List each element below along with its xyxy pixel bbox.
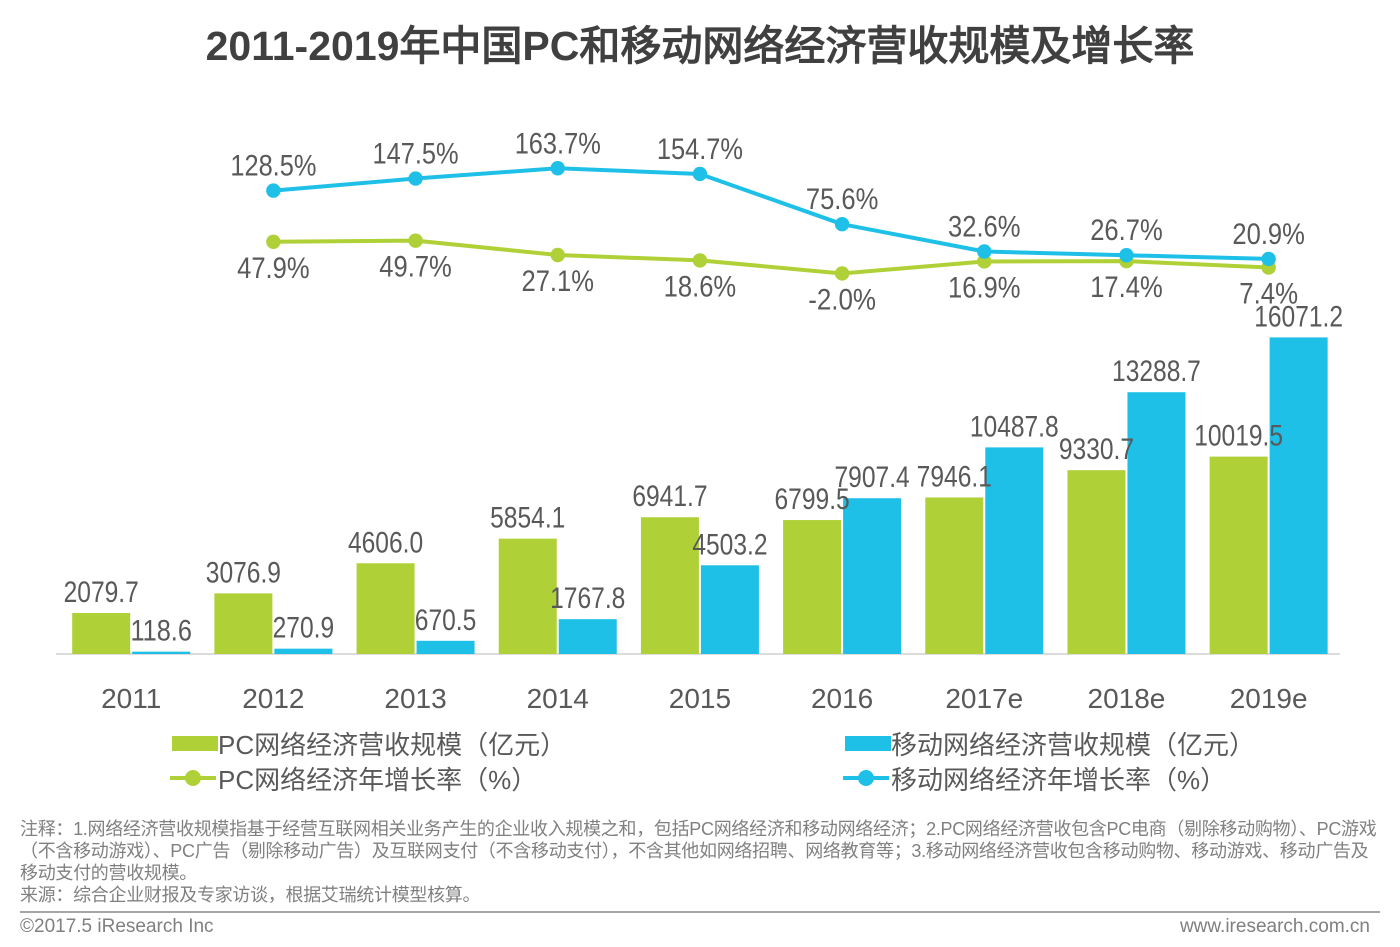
annotation-text: 注释：1.网络经济营收规模指基于经营互联网相关业务产生的企业收入规模之和，包括P… xyxy=(20,819,1377,883)
data-point-pc-2016 xyxy=(834,266,850,281)
growth-value-label: 7.4% xyxy=(1239,278,1298,311)
bar-pc-2011 xyxy=(72,613,131,654)
growth-value-label: 163.7% xyxy=(515,127,601,160)
bar-mobile-2016 xyxy=(843,498,902,654)
bar-value-label: 6799.5 xyxy=(775,483,850,516)
growth-value-label: 147.5% xyxy=(373,138,459,171)
bar-value-label: 6941.7 xyxy=(632,480,707,513)
growth-value-label: 154.7% xyxy=(657,133,743,166)
legend-label-pc-revenue: PC网络经济营收规模（亿元） xyxy=(218,729,567,760)
bar-mobile-2014 xyxy=(558,619,617,654)
x-axis-label-2012: 2012 xyxy=(242,683,304,714)
bar-mobile-2015 xyxy=(700,565,759,654)
bar-value-label: 13288.7 xyxy=(1112,355,1201,388)
growth-value-label: 75.6% xyxy=(806,183,879,216)
data-point-pc-2012 xyxy=(266,234,281,249)
data-point-mobile-2016 xyxy=(834,216,850,232)
bar-value-label: 9330.7 xyxy=(1059,433,1134,466)
x-axis-label-2016: 2016 xyxy=(811,683,873,714)
growth-line-mobile xyxy=(271,166,1271,261)
data-point-mobile-2015 xyxy=(692,166,708,182)
data-point-pc-2014 xyxy=(550,247,565,263)
growth-value-label: 18.6% xyxy=(664,270,737,303)
bar-pc-2018e xyxy=(1067,470,1126,654)
growth-value-label: 47.9% xyxy=(237,252,310,285)
bar-pc-2016 xyxy=(783,520,842,654)
data-point-mobile-2014 xyxy=(550,161,565,176)
bar-mobile-2017e xyxy=(985,447,1044,654)
legend-label-pc-growth: PC网络经济年增长率（%） xyxy=(218,764,538,795)
bar-value-label: 7946.1 xyxy=(917,460,992,493)
growth-value-label: -2.0% xyxy=(808,283,876,316)
data-point-mobile-2019e xyxy=(1261,251,1276,267)
bar-pc-2019e xyxy=(1209,456,1268,654)
legend-item-mobile-growth: 移动网络经济年增长率（%） xyxy=(843,763,1226,795)
data-point-pc-2013 xyxy=(408,233,423,248)
bar-value-label: 10019.5 xyxy=(1194,420,1283,453)
bar-pc-2017e xyxy=(925,497,984,654)
growth-value-label: 49.7% xyxy=(379,251,452,284)
legend-swatch-pc-revenue xyxy=(172,735,218,751)
growth-value-label: 20.9% xyxy=(1232,218,1305,251)
legend-line-dot-marker-mobile xyxy=(843,770,889,786)
footnotes: 注释：1.网络经济营收规模指基于经营互联网相关业务产生的企业收入规模之和，包括P… xyxy=(20,818,1382,906)
source-text: 来源：综合企业财报及专家访谈，根据艾瑞统计模型核算。 xyxy=(20,885,481,905)
growth-value-label: 128.5% xyxy=(230,150,316,183)
bar-value-label: 10487.8 xyxy=(970,410,1059,443)
chart-title: 2011-2019年中国PC和移动网络经济营收规模及增长率 xyxy=(205,23,1195,69)
growth-value-label: 26.7% xyxy=(1090,214,1163,247)
copyright-text: ©2017.5 iResearch Inc xyxy=(20,916,214,937)
x-axis-label-2011: 2011 xyxy=(101,683,161,714)
bar-mobile-2013 xyxy=(416,640,475,654)
legend-swatch-mobile-revenue xyxy=(845,735,891,751)
bar-mobile-2018e xyxy=(1127,392,1186,654)
bar-pc-2013 xyxy=(356,563,415,654)
bar-value-label: 2079.7 xyxy=(64,576,139,609)
bar-value-label: 5854.1 xyxy=(490,502,565,535)
legend-line-dot-marker-pc xyxy=(170,770,216,786)
bar-pc-2014 xyxy=(498,538,557,654)
bar-value-label: 270.9 xyxy=(273,612,335,645)
data-point-mobile-2012 xyxy=(266,183,281,198)
bar-value-label: 4503.2 xyxy=(692,528,767,561)
legend-item-pc-revenue: PC网络经济营收规模（亿元） xyxy=(172,728,566,760)
bar-mobile-2019e xyxy=(1269,337,1328,654)
legend-label-mobile-growth: 移动网络经济年增长率（%） xyxy=(891,764,1227,795)
growth-value-label: 27.1% xyxy=(521,265,594,298)
website-url: www.iresearch.com.cn xyxy=(1179,916,1370,937)
growth-value-label: 17.4% xyxy=(1090,271,1163,304)
bar-value-label: 670.5 xyxy=(415,604,477,637)
bar-pc-2015 xyxy=(640,517,699,654)
data-point-pc-2015 xyxy=(692,253,708,268)
bar-value-label: 7907.4 xyxy=(835,461,910,494)
x-axis-label-2018e: 2018e xyxy=(1088,683,1166,714)
data-point-mobile-2013 xyxy=(408,171,423,186)
x-axis-label-2019e: 2019e xyxy=(1230,683,1308,714)
bar-value-label: 4606.0 xyxy=(348,526,423,559)
legend-item-pc-growth: PC网络经济年增长率（%） xyxy=(170,763,537,795)
data-point-pc-2017e xyxy=(977,254,992,269)
bar-pc-2012 xyxy=(214,593,273,654)
growth-value-label: 16.9% xyxy=(948,271,1021,304)
growth-value-label: 32.6% xyxy=(948,210,1021,243)
data-point-mobile-2018e xyxy=(1119,248,1134,263)
bar-mobile-2011 xyxy=(132,651,191,654)
data-point-mobile-2017e xyxy=(977,244,992,259)
x-axis-label-2013: 2013 xyxy=(384,683,446,714)
bar-value-label: 3076.9 xyxy=(206,556,281,589)
legend-label-mobile-revenue: 移动网络经济营收规模（亿元） xyxy=(891,729,1256,760)
bar-value-label: 16071.2 xyxy=(1254,300,1343,333)
bar-mobile-2012 xyxy=(274,648,333,654)
legend-item-mobile-revenue: 移动网络经济营收规模（亿元） xyxy=(845,728,1255,760)
footer-divider xyxy=(20,911,1380,913)
bar-value-label: 1767.8 xyxy=(550,582,625,615)
x-axis-label-2017e: 2017e xyxy=(945,683,1023,714)
growth-line-pc xyxy=(271,238,1271,276)
bar-value-label: 118.6 xyxy=(130,615,192,648)
x-axis-label-2014: 2014 xyxy=(527,683,589,714)
x-axis-label-2015: 2015 xyxy=(669,683,731,714)
